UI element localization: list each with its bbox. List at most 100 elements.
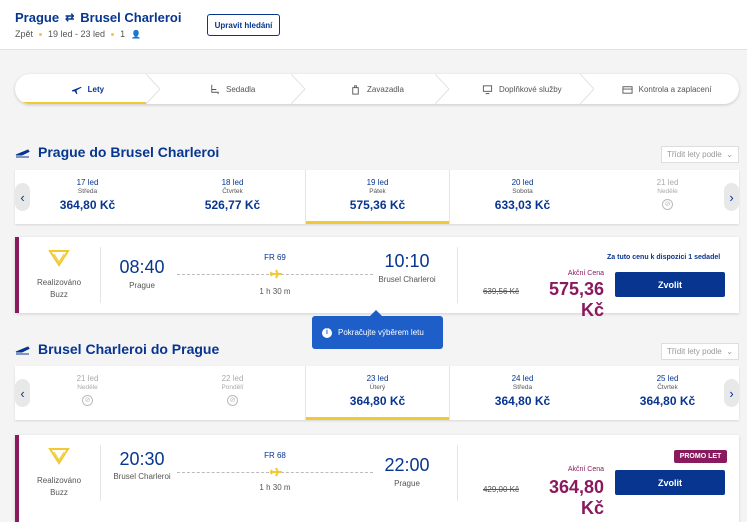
step-checkout[interactable]: Kontrola a zaplacení <box>594 74 739 104</box>
passenger-count: 1 <box>120 29 126 39</box>
date-price: 575,36 Kč <box>349 198 406 212</box>
sort-label: Třídit lety podle <box>667 150 722 159</box>
date-price: 526,77 Kč <box>204 198 261 212</box>
route-origin: Prague <box>15 10 60 25</box>
date-weekday: Úterý <box>369 384 386 391</box>
fare-type: Akční Cena <box>567 466 604 473</box>
next-dates-button[interactable]: › <box>724 183 739 211</box>
step-extras[interactable]: Doplňkové služby <box>449 74 595 104</box>
plane-icon <box>71 86 82 94</box>
chevron-left-icon: ‹ <box>20 189 25 205</box>
arrive-place: Prague <box>394 479 420 488</box>
depart-time: 08:40 <box>119 257 165 277</box>
depart-place: Prague <box>129 281 155 290</box>
divider <box>100 445 101 501</box>
flight-number: FR 69 <box>264 253 286 262</box>
divider <box>100 247 101 303</box>
trip-summary: Zpět 19 led - 23 led 1 👤 <box>15 29 141 39</box>
inbound-flight-card: Realizováno Buzz 20:30 Brusel Charleroi … <box>15 435 739 522</box>
step-luggage[interactable]: Zavazadla <box>305 74 450 104</box>
date-weekday: Pátek <box>369 188 386 195</box>
step-seats[interactable]: Sedadla <box>160 74 305 104</box>
flight-duration: 1 h 30 m <box>259 287 291 296</box>
operated-by: Realizováno Buzz <box>36 278 82 299</box>
date-price: 364,80 Kč <box>59 198 116 212</box>
date-day: 21 led <box>76 374 99 383</box>
date-cell-unavailable: 21 led Neděle ⊘ <box>15 366 160 420</box>
inbound-title: Brusel Charleroi do Prague <box>15 341 219 357</box>
date-cell[interactable]: 24 led Středa 364,80 Kč <box>450 366 595 420</box>
date-weekday: Neděle <box>77 384 98 391</box>
arrive-time: 10:10 <box>384 251 430 271</box>
flight-price: 575,36 Kč <box>548 279 604 320</box>
chevron-left-icon: ‹ <box>20 385 25 401</box>
fare-type: Akční Cena <box>567 270 604 277</box>
date-cell[interactable]: 25 led Čtvrtek 364,80 Kč <box>595 366 740 420</box>
step-label: Zavazadla <box>367 84 404 94</box>
date-weekday: Čtvrtek <box>222 188 243 195</box>
chevron-down-icon: ⌄ <box>726 347 733 356</box>
chevron-right-icon: › <box>729 385 734 401</box>
select-flight-button[interactable]: Zvolit <box>615 272 725 297</box>
step-label: Sedadla <box>226 84 256 94</box>
monitor-icon <box>482 84 493 94</box>
separator-dot <box>111 32 115 36</box>
person-icon: 👤 <box>131 29 142 39</box>
edit-search-button[interactable]: Upravit hledání <box>207 14 280 36</box>
plane-takeoff-icon <box>15 148 30 157</box>
date-day: 18 led <box>221 178 244 187</box>
ryanair-harp-icon <box>48 250 70 267</box>
inbound-date-bar: ‹ 21 led Neděle ⊘ 22 led Pondělí ⊘ 23 le… <box>15 366 739 420</box>
booking-steps: Lety Sedadla Zavazadla Doplňkové služby … <box>15 74 739 104</box>
unavailable-icon: ⊘ <box>82 395 93 406</box>
date-cell-selected[interactable]: 23 led Úterý 364,80 Kč <box>305 366 450 420</box>
date-cell[interactable]: 17 led Středa 364,80 Kč <box>15 170 160 224</box>
sort-label: Třídit lety podle <box>667 347 722 356</box>
sort-dropdown[interactable]: Třídit lety podle ⌄ <box>661 146 739 163</box>
date-day: 21 led <box>656 178 679 187</box>
plane-takeoff-icon <box>15 345 30 354</box>
date-weekday: Čtvrtek <box>657 384 678 391</box>
airline-info: Realizováno Buzz <box>33 249 85 301</box>
prev-dates-button[interactable]: ‹ <box>15 183 30 211</box>
date-cell-selected[interactable]: 19 led Pátek 575,36 Kč <box>305 170 450 224</box>
next-dates-button[interactable]: › <box>724 379 739 407</box>
old-price: 429,00 Kč <box>482 485 519 494</box>
divider <box>457 445 458 501</box>
arrive-place: Brusel Charleroi <box>378 275 436 284</box>
flight-duration: 1 h 30 m <box>259 483 291 492</box>
arrive-time: 22:00 <box>384 455 430 475</box>
date-price: 633,03 Kč <box>494 198 551 212</box>
divider <box>457 247 458 303</box>
sort-dropdown[interactable]: Třídit lety podle ⌄ <box>661 343 739 360</box>
prev-dates-button[interactable]: ‹ <box>15 379 30 407</box>
date-price: 364,80 Kč <box>349 394 406 408</box>
seats-available-note: Za tuto cenu k dispozici 1 sedadel <box>607 254 721 261</box>
continue-tooltip: i Pokračujte výběrem letu <box>312 310 443 349</box>
old-price: 639,56 Kč <box>482 287 519 296</box>
step-label: Doplňkové služby <box>498 84 562 94</box>
route-destination: Brusel Charleroi <box>80 10 182 25</box>
outbound-date-bar: ‹ 17 led Středa 364,80 Kč 18 led Čtvrtek… <box>15 170 739 224</box>
date-cell-unavailable: 21 led Neděle ⊘ <box>595 170 740 224</box>
airline-info: Realizováno Buzz <box>33 447 85 499</box>
date-day: 19 led <box>366 178 389 187</box>
promo-badge: PROMO LET <box>674 450 727 463</box>
date-weekday: Neděle <box>657 188 678 195</box>
chevron-down-icon: ⌄ <box>726 150 733 159</box>
step-label: Kontrola a zaplacení <box>638 84 712 94</box>
date-day: 17 led <box>76 178 99 187</box>
date-cell[interactable]: 20 led Sobota 633,03 Kč <box>450 170 595 224</box>
select-flight-button[interactable]: Zvolit <box>615 470 725 495</box>
date-cell[interactable]: 18 led Čtvrtek 526,77 Kč <box>160 170 305 224</box>
date-price: 364,80 Kč <box>639 394 696 408</box>
separator-dot <box>39 32 43 36</box>
outbound-title: Prague do Brusel Charleroi <box>15 144 219 160</box>
info-icon: i <box>322 327 332 338</box>
route-title: Prague ⇄ Brusel Charleroi <box>15 10 181 25</box>
inbound-title-text: Brusel Charleroi do Prague <box>38 341 220 357</box>
depart-place: Brusel Charleroi <box>113 472 171 481</box>
step-flights[interactable]: Lety <box>15 74 160 104</box>
ryanair-harp-icon <box>48 448 70 465</box>
card-icon <box>622 85 633 94</box>
